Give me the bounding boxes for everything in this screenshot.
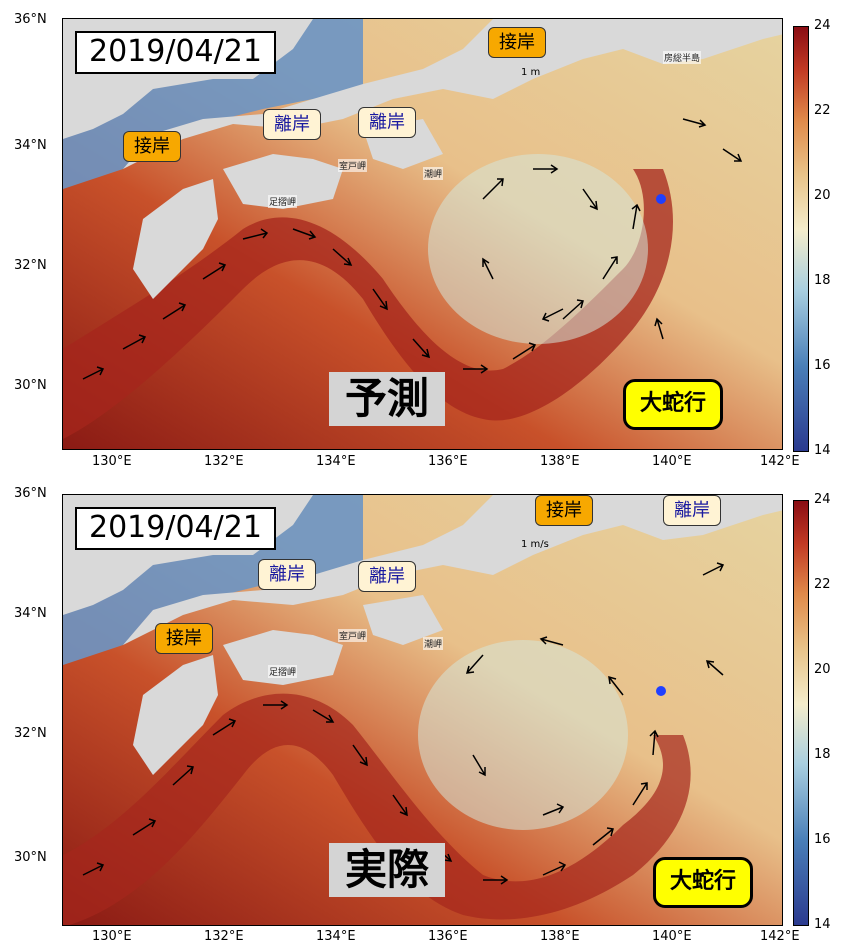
forecast-map: 2019/04/21 予測 接岸 離岸 離岸 接岸 大蛇行 足摺岬 室戸岬 潮岬… [62,18,783,450]
place-ashizuri: 足摺岬 [268,195,298,208]
land-kii [363,595,443,645]
callout-offshore-2: 離岸 [358,107,416,139]
lat-tick-30: 30°N [14,850,47,865]
forecast-panel: 2019/04/21 予測 接岸 離岸 離岸 接岸 大蛇行 足摺岬 室戸岬 潮岬… [14,12,831,469]
colorbar [793,500,809,926]
callout-contact-east: 接岸 [535,495,593,527]
colorbar-tick-14: 14 [814,917,831,932]
lat-tick-34: 34°N [14,606,47,621]
colorbar-tick-22: 22 [814,103,831,118]
cold-eddy [428,154,648,344]
land-shikoku [223,154,343,209]
kuroshio-warm-band [63,693,691,925]
forecast-label: 予測 [329,372,446,427]
lat-tick-32: 32°N [14,726,47,741]
place-muroto: 室戸岬 [338,159,368,172]
callout-meander: 大蛇行 [653,857,754,908]
lon-tick-142: 142°E [760,929,800,944]
colorbar-tick-14: 14 [814,443,831,458]
forecast-map-canvas [63,19,782,449]
actual-map: 2019/04/21 実際 接岸 離岸 離岸 接岸 離岸 大蛇行 足摺岬 室戸岬… [62,494,783,926]
lat-tick-30: 30°N [14,378,47,393]
colorbar-tick-18: 18 [814,273,831,288]
land-kyushu [133,655,218,775]
actual-label: 実際 [329,843,446,898]
colorbar-tick-16: 16 [814,832,831,847]
lon-tick-138: 138°E [540,929,580,944]
observation-point [656,194,666,204]
lon-tick-140: 140°E [652,454,692,469]
callout-offshore-2: 離岸 [358,561,416,593]
lon-tick-136: 136°E [428,929,468,944]
callout-contact-west: 接岸 [155,623,213,655]
lon-tick-132: 132°E [204,929,244,944]
actual-date: 2019/04/21 [75,507,276,550]
forecast-date: 2019/04/21 [75,31,276,74]
lon-tick-134: 134°E [316,454,356,469]
colorbar-tick-20: 20 [814,188,831,203]
callout-offshore-1: 離岸 [263,109,321,141]
lat-tick-34: 34°N [14,138,47,153]
lon-tick-134: 134°E [316,929,356,944]
lon-tick-140: 140°E [652,929,692,944]
callout-contact-east: 接岸 [488,27,546,59]
lat-tick-36: 36°N [14,486,47,501]
kuroshio-warm-band [63,169,673,439]
lon-tick-132: 132°E [204,454,244,469]
scale-label: 1 m/s [521,539,549,550]
lat-tick-32: 32°N [14,258,47,273]
callout-contact-west: 接岸 [123,131,181,163]
place-muroto: 室戸岬 [338,629,368,642]
colorbar-tick-16: 16 [814,358,831,373]
place-boso: 房総半島 [663,51,702,64]
land-shikoku [223,630,343,685]
lon-tick-138: 138°E [540,454,580,469]
place-shionomisaki: 潮岬 [423,167,444,180]
cold-eddy [418,640,628,830]
scale-label: 1 m [521,67,541,78]
lat-tick-36: 36°N [14,12,47,27]
callout-meander: 大蛇行 [623,379,724,430]
observation-point [656,686,666,696]
current-vectors [82,118,743,380]
colorbar-tick-20: 20 [814,662,831,677]
colorbar-tick-24: 24 [814,18,831,33]
land-kyushu [133,179,218,299]
callout-offshore-1: 離岸 [258,559,316,591]
place-ashizuri: 足摺岬 [268,665,298,678]
actual-panel: 2019/04/21 実際 接岸 離岸 離岸 接岸 離岸 大蛇行 足摺岬 室戸岬… [0,474,848,948]
colorbar-tick-18: 18 [814,747,831,762]
land-honshu [123,19,782,169]
lon-tick-130: 130°E [92,929,132,944]
callout-offshore-3: 離岸 [663,495,721,527]
lon-tick-130: 130°E [92,454,132,469]
lon-tick-142: 142°E [760,454,800,469]
colorbar [793,26,809,452]
lon-tick-136: 136°E [428,454,468,469]
colorbar-tick-24: 24 [814,492,831,507]
place-shionomisaki: 潮岬 [423,637,444,650]
colorbar-tick-22: 22 [814,577,831,592]
